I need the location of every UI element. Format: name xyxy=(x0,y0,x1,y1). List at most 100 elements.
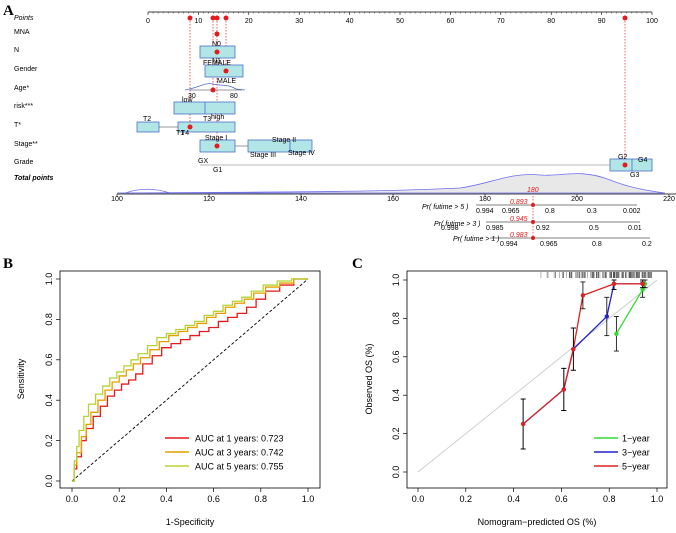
prob-value-3y: 0.945 xyxy=(510,216,528,223)
age-label-30: 30 xyxy=(188,93,196,100)
x-tick-label: 0.6 xyxy=(207,494,220,504)
marker-p2 xyxy=(210,15,216,21)
risk-label-high: high xyxy=(211,114,224,121)
roc-legend-label: AUC at 5 years: 0.755 xyxy=(195,462,284,472)
n-label-n0: N0 xyxy=(212,41,221,48)
prob-tick-3y-1: 0.985 xyxy=(486,225,504,232)
points-axis-ticks: 0 10 20 30 40 50 60 70 80 90 100 xyxy=(146,12,658,25)
prob-tick-5y-2: 0.8 xyxy=(545,208,555,215)
prob-tick-5y-3: 0.3 xyxy=(587,208,597,215)
calibration-point-3 xyxy=(520,421,526,427)
points-tick-label: 50 xyxy=(396,18,404,25)
total-tick-label: 160 xyxy=(387,196,399,203)
row-label-mna: MNA xyxy=(14,29,30,36)
x-tick-label: 0.2 xyxy=(113,494,126,504)
calibration-ylabel: Observed OS (%) xyxy=(364,343,374,414)
t-label-t1: T1 xyxy=(176,130,184,137)
roc-panel: B 0.0 0.2 0.4 0.6 0.8 1.0 0.0 0.2 0.4 0.6 0.8 1.0 1… xyxy=(3,256,321,527)
calibration-point-2 xyxy=(604,314,610,319)
calibration-panel: C 0.0 0.2 0.4 0.6 0.8 1.0 0.0 0.2 0.4 0.6 0.8 1.0 N… xyxy=(352,256,668,527)
row-label-t: T* xyxy=(14,122,21,129)
mna-marker xyxy=(214,31,220,37)
panel-letter-c: C xyxy=(352,256,363,272)
x-tick-label: 0.2 xyxy=(460,494,473,504)
calibration-legend-label: 3−year xyxy=(622,448,650,458)
prob-tick-3y-4: 0.01 xyxy=(628,225,642,232)
n-marker xyxy=(214,49,220,55)
row-label-risk: risk*** xyxy=(14,103,33,110)
marker-p4 xyxy=(223,15,229,21)
stage-box-4 xyxy=(289,139,313,153)
roc-legend-label: AUC at 3 years: 0.742 xyxy=(195,448,284,458)
points-tick-label: 40 xyxy=(346,18,354,25)
points-tick-label: 0 xyxy=(146,18,150,25)
x-tick-label: 0.4 xyxy=(160,494,173,504)
y-tick-label: 0.6 xyxy=(44,354,54,367)
roc-curve-3 xyxy=(72,278,308,482)
calibration-rug xyxy=(540,272,652,278)
t-marker xyxy=(187,124,193,130)
marker-p1 xyxy=(187,15,193,21)
prob-tick-1y-2: 0.8 xyxy=(592,241,602,248)
y-tick-label: 0.4 xyxy=(391,389,401,402)
prob-tick-1y-1: 0.965 xyxy=(540,241,558,248)
prob-tick-5y-4: 0.002 xyxy=(623,208,641,215)
panel-letter-b: B xyxy=(3,256,13,272)
calibration-legend-label: 5−year xyxy=(622,462,650,472)
prob-marker-1y xyxy=(531,236,535,240)
points-tick-label: 30 xyxy=(295,18,303,25)
total-tick-label: 220 xyxy=(663,196,675,203)
prob-marker-5y xyxy=(531,203,535,207)
x-tick-label: 0.0 xyxy=(412,494,425,504)
roc-legend-label: AUC at 1 years: 0.723 xyxy=(195,434,284,444)
points-tick-label: 20 xyxy=(245,18,253,25)
calibration-point-1 xyxy=(614,331,619,336)
calibration-point-3 xyxy=(561,387,566,392)
roc-axis-ticks: 0.0 0.2 0.4 0.6 0.8 1.0 0.0 0.2 0.4 0.6 0.8 1.0 xyxy=(44,273,314,504)
points-tick-label: 10 xyxy=(195,18,203,25)
risk-label-low: low xyxy=(182,97,193,104)
y-tick-label: 1.0 xyxy=(391,274,401,287)
total-tick-label: 120 xyxy=(203,196,215,203)
roc-xlabel: 1-Specificity xyxy=(166,517,215,527)
row-label-age: Age* xyxy=(14,85,29,92)
x-tick-label: 0.6 xyxy=(555,494,568,504)
calibration-series xyxy=(520,279,648,450)
roc-diagonal xyxy=(71,278,309,482)
calibration-point-3 xyxy=(580,293,586,298)
total-tick-label: 180 xyxy=(479,196,491,203)
x-tick-label: 0.8 xyxy=(255,494,268,504)
prob-value-1y: 0.983 xyxy=(510,232,528,239)
grade-label-g2: G2 xyxy=(618,154,627,161)
grade-label-g3: G3 xyxy=(630,172,639,179)
stage-label-3: Stage III xyxy=(250,152,276,159)
stage-label-2: Stage II xyxy=(272,137,296,144)
calibration-point-1 xyxy=(640,287,645,292)
risk-box xyxy=(173,101,236,115)
prob-tick-5y-1: 0.965 xyxy=(502,208,520,215)
nomogram-panel: A Points MNA N Gender Age* risk*** T* St… xyxy=(3,3,676,248)
x-tick-label: 1.0 xyxy=(302,494,315,504)
calibration-point-3 xyxy=(640,281,645,287)
grade-label-g4: G4 xyxy=(638,157,647,164)
calibration-plot-frame xyxy=(406,270,668,489)
y-tick-label: 0.8 xyxy=(44,313,54,326)
total-points-density-left xyxy=(124,188,171,194)
n-label-n1: N1 xyxy=(212,58,221,65)
y-tick-label: 0.2 xyxy=(391,427,401,440)
gender-label-male: MALE xyxy=(217,78,236,85)
total-points-density xyxy=(116,173,666,194)
roc-legend: AUC at 1 years: 0.723 AUC at 3 years: 0.7… xyxy=(165,434,284,472)
probability-rows: Pr( futime > 5 ) 0.994 0.965 0.8 0.3 0.0… xyxy=(422,199,652,248)
prob-tick-3y-0: 0.998 xyxy=(441,225,459,232)
points-axis-markers xyxy=(187,15,628,21)
total-tick-label: 140 xyxy=(295,196,307,203)
roc-plot-frame xyxy=(59,270,321,489)
grade-marker xyxy=(622,162,628,168)
t-box-t3 xyxy=(177,121,236,133)
t-label-t2: T2 xyxy=(143,116,151,123)
total-tick-label: 200 xyxy=(571,196,583,203)
roc-curve-1 xyxy=(72,278,308,482)
row-label-gender: Gender xyxy=(14,66,38,73)
